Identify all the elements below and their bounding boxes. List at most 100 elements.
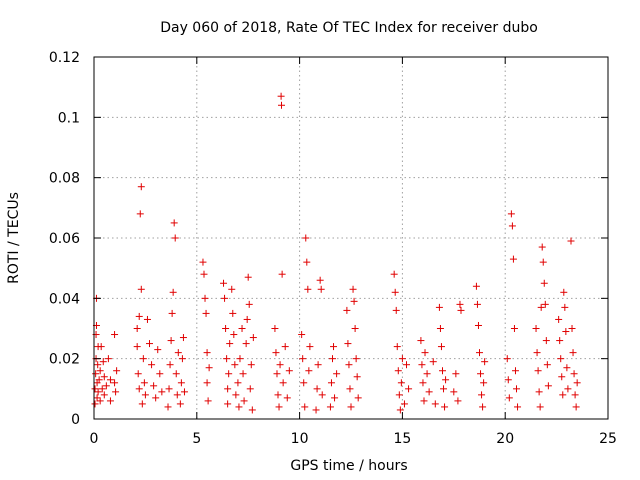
data-point xyxy=(274,391,282,399)
data-point xyxy=(318,391,326,399)
data-point xyxy=(333,370,341,378)
data-point xyxy=(564,385,572,393)
data-point xyxy=(473,300,481,308)
data-point xyxy=(283,394,291,402)
data-point xyxy=(240,397,248,405)
data-point xyxy=(327,379,335,387)
data-point xyxy=(301,403,309,411)
data-point xyxy=(285,367,293,375)
data-point xyxy=(176,400,184,408)
data-point xyxy=(557,355,565,363)
data-point xyxy=(343,306,351,314)
data-point xyxy=(508,222,516,230)
data-point xyxy=(97,343,105,351)
data-point xyxy=(236,355,244,363)
data-point xyxy=(346,385,354,393)
data-point xyxy=(96,397,104,405)
data-point xyxy=(202,309,210,317)
data-point xyxy=(91,385,99,393)
data-point xyxy=(478,391,486,399)
data-point xyxy=(136,210,144,218)
y-tick-label: 0.04 xyxy=(49,291,80,307)
data-point xyxy=(561,303,569,311)
data-point xyxy=(425,388,433,396)
data-point xyxy=(352,355,360,363)
data-point xyxy=(435,303,443,311)
data-point xyxy=(477,370,485,378)
y-tick-label: 0.08 xyxy=(49,171,80,187)
data-point xyxy=(570,370,578,378)
data-point xyxy=(167,337,175,345)
data-point xyxy=(91,400,99,408)
data-point xyxy=(438,367,446,375)
data-point xyxy=(480,379,488,387)
data-point xyxy=(572,403,580,411)
data-point xyxy=(96,367,104,375)
data-point xyxy=(479,403,487,411)
data-point xyxy=(344,340,352,348)
data-point xyxy=(302,234,310,242)
data-point xyxy=(472,282,480,290)
data-point xyxy=(133,343,141,351)
data-point xyxy=(165,385,173,393)
data-point xyxy=(514,403,522,411)
data-point xyxy=(312,406,320,414)
data-point xyxy=(568,325,576,332)
data-point xyxy=(300,379,308,387)
data-point xyxy=(317,285,325,293)
data-point xyxy=(571,391,579,399)
data-point xyxy=(559,391,567,399)
data-point xyxy=(135,385,143,393)
data-point xyxy=(510,325,518,332)
data-point xyxy=(173,391,181,399)
data-point xyxy=(281,343,289,351)
y-tick-label: 0.02 xyxy=(49,352,80,368)
data-point xyxy=(351,325,359,332)
data-point xyxy=(440,385,448,393)
data-point xyxy=(172,370,180,378)
data-point xyxy=(403,361,411,369)
data-point xyxy=(481,358,489,366)
data-point xyxy=(234,379,242,387)
data-point xyxy=(279,379,287,387)
data-point xyxy=(100,373,108,381)
data-point xyxy=(537,303,545,311)
data-point xyxy=(179,334,187,342)
data-point xyxy=(106,376,114,384)
data-point xyxy=(556,337,564,345)
data-point xyxy=(171,234,179,242)
data-point xyxy=(540,279,548,287)
data-point xyxy=(538,243,546,251)
data-point xyxy=(138,400,146,408)
data-point xyxy=(113,367,121,375)
data-point xyxy=(244,273,252,281)
data-point xyxy=(474,321,482,329)
data-point xyxy=(247,361,255,369)
data-point xyxy=(313,385,321,393)
x-tick-label: 25 xyxy=(599,431,617,447)
data-point xyxy=(158,388,166,396)
data-point xyxy=(174,349,182,357)
data-point xyxy=(231,361,239,369)
data-point xyxy=(395,391,403,399)
data-point xyxy=(417,337,425,345)
data-point xyxy=(235,403,243,411)
data-point xyxy=(229,309,237,317)
data-point xyxy=(394,367,402,375)
data-point xyxy=(137,183,145,191)
data-point xyxy=(204,397,212,405)
data-point xyxy=(503,355,511,363)
data-point xyxy=(400,400,408,408)
data-point xyxy=(405,385,413,393)
data-point xyxy=(511,367,519,375)
data-point xyxy=(437,343,445,351)
data-point xyxy=(148,361,156,369)
data-point xyxy=(278,101,286,109)
data-point xyxy=(353,373,361,381)
data-point xyxy=(99,358,107,366)
data-point xyxy=(560,288,568,296)
x-tick-label: 10 xyxy=(291,431,309,447)
data-point xyxy=(248,406,256,414)
data-point xyxy=(441,403,449,411)
